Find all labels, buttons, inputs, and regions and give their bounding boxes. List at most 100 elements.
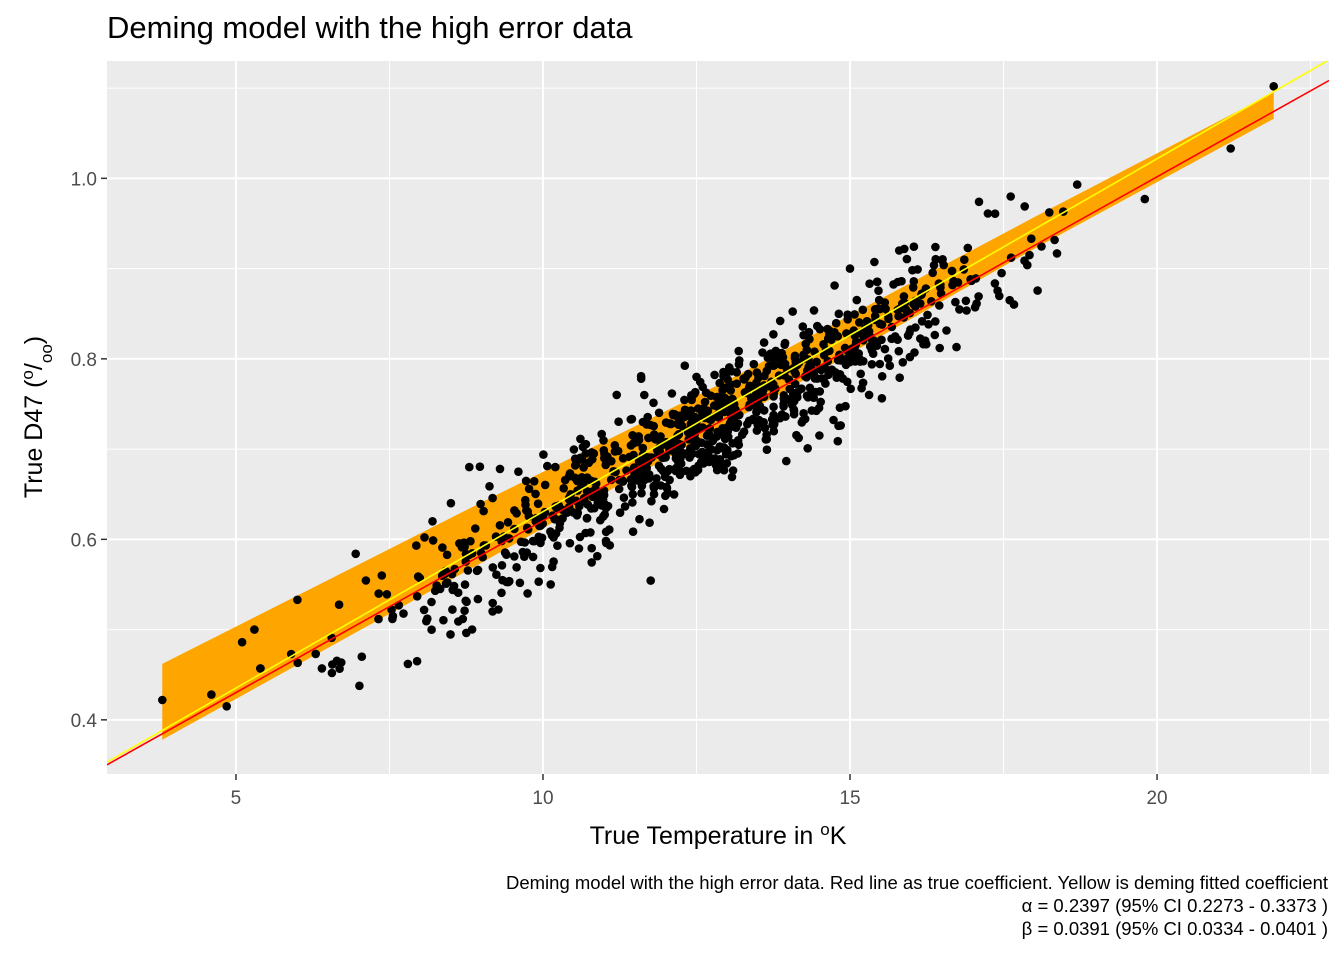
data-point <box>1140 194 1150 204</box>
data-point <box>523 589 532 598</box>
data-point <box>521 495 530 505</box>
data-point <box>471 524 480 533</box>
data-point <box>838 374 848 383</box>
data-point <box>293 658 303 668</box>
data-point <box>1020 202 1029 211</box>
data-point <box>510 506 519 515</box>
data-point <box>779 391 789 400</box>
data-point <box>760 423 770 433</box>
data-point <box>909 242 919 251</box>
data-point <box>836 421 845 430</box>
data-point <box>237 637 247 647</box>
data-point <box>628 527 638 536</box>
data-point <box>831 318 841 328</box>
data-point <box>207 690 216 699</box>
data-point <box>614 417 623 427</box>
data-point <box>590 503 599 513</box>
data-point <box>894 346 904 356</box>
data-point <box>448 605 457 614</box>
data-point <box>698 447 707 457</box>
data-point <box>919 338 928 347</box>
data-point <box>746 382 755 392</box>
data-point <box>790 379 800 389</box>
data-point <box>692 372 701 382</box>
data-point <box>671 463 681 473</box>
data-point <box>700 397 710 407</box>
data-point <box>905 352 915 362</box>
data-point <box>601 460 610 470</box>
data-point <box>603 452 612 462</box>
data-point <box>578 442 588 452</box>
data-point <box>754 415 764 425</box>
data-point <box>760 371 769 381</box>
data-point <box>779 402 788 411</box>
data-point <box>674 420 683 430</box>
data-point <box>974 197 984 207</box>
data-point <box>328 660 337 669</box>
data-point <box>1006 192 1015 201</box>
y-tick-label: 0.6 <box>71 530 97 551</box>
data-point <box>659 504 669 514</box>
data-point <box>734 346 743 356</box>
data-point <box>680 361 690 371</box>
data-point <box>446 498 456 508</box>
data-point <box>546 580 555 589</box>
data-point <box>475 462 485 472</box>
data-point <box>661 467 671 477</box>
data-point <box>798 322 808 331</box>
data-point <box>460 606 469 615</box>
data-point <box>515 578 525 588</box>
data-point <box>601 503 611 513</box>
data-point <box>961 296 971 306</box>
data-point <box>805 383 815 393</box>
data-point <box>875 359 885 369</box>
data-point <box>432 581 442 590</box>
data-point <box>565 469 575 478</box>
data-point <box>983 209 993 218</box>
data-point <box>446 630 455 639</box>
data-point <box>752 426 762 435</box>
data-point <box>768 361 778 371</box>
data-point <box>724 406 733 416</box>
data-point <box>870 257 879 267</box>
data-point <box>865 279 874 289</box>
data-point <box>644 474 654 483</box>
data-point <box>573 508 583 518</box>
data-point <box>642 420 651 429</box>
data-point <box>902 254 912 264</box>
data-point <box>636 374 646 384</box>
data-point <box>491 532 501 541</box>
data-point <box>473 565 483 575</box>
data-point <box>804 327 814 337</box>
data-point <box>858 378 868 388</box>
data-point <box>374 614 383 624</box>
data-point <box>626 415 636 424</box>
data-point <box>935 343 944 353</box>
data-point <box>758 348 767 357</box>
data-point <box>521 476 531 486</box>
deming-fit-line <box>107 61 1329 763</box>
data-point <box>355 681 364 691</box>
data-point <box>558 514 567 523</box>
data-point <box>1045 208 1054 217</box>
data-point <box>632 432 642 442</box>
data-point <box>615 475 624 485</box>
data-point <box>674 451 683 461</box>
data-point <box>529 477 539 486</box>
data-point <box>815 431 824 440</box>
data-point <box>759 385 768 395</box>
data-point <box>420 533 429 542</box>
data-point <box>492 570 501 579</box>
lines-layer <box>107 61 1329 766</box>
data-point <box>582 473 592 482</box>
data-point <box>759 406 769 415</box>
data-point <box>812 357 821 367</box>
data-point <box>880 344 890 354</box>
data-point <box>488 563 498 572</box>
data-point <box>357 652 367 661</box>
data-point <box>877 372 887 381</box>
data-point <box>463 566 473 575</box>
data-point <box>628 490 638 499</box>
data-point <box>413 572 423 581</box>
